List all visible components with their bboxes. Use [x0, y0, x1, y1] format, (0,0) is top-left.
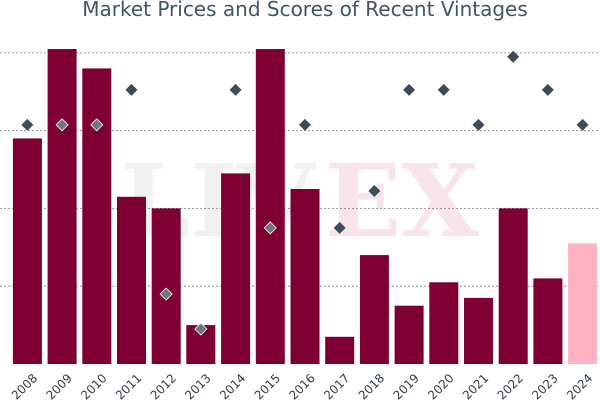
watermark-text-left: LIV: [120, 142, 316, 260]
bar-2014: [221, 173, 251, 364]
x-tick-label: 2008: [9, 371, 40, 402]
score-marker-2023: [541, 83, 554, 96]
x-tick-label: 2023: [529, 371, 560, 402]
score-marker-2019: [403, 83, 416, 96]
score-marker-2009: [55, 118, 69, 132]
score-marker-2008: [21, 118, 34, 131]
score-marker-2011: [125, 83, 138, 96]
x-tick-label: 2011: [113, 371, 144, 402]
x-tick-label: 2016: [286, 371, 317, 402]
score-marker-2015: [263, 221, 277, 235]
bar-2024: [568, 243, 598, 364]
x-tick-label: 2018: [356, 371, 387, 402]
score-marker-2018: [368, 184, 381, 197]
bar-2023: [533, 278, 563, 364]
score-marker-2016: [298, 118, 311, 131]
bar-2016: [290, 189, 320, 364]
bar-2009: [47, 49, 77, 364]
score-marker-2022: [507, 50, 520, 63]
x-tick-label: 2009: [43, 371, 74, 402]
bar-2021: [464, 297, 493, 364]
x-tick-label: 2019: [390, 371, 421, 402]
chart-title: Market Prices and Scores of Recent Vinta…: [82, 0, 528, 21]
bar-2022: [498, 208, 528, 364]
x-tick-label: 2017: [321, 371, 352, 402]
bar-2018: [359, 255, 389, 364]
score-marker-2020: [437, 83, 450, 96]
x-tick-label: 2012: [148, 371, 179, 402]
bar-2015: [255, 49, 285, 364]
bar-2010: [82, 68, 112, 365]
x-tick-labels: 2008 2009 2010 2011 2012 2013 2014 2015 2016 2017…: [9, 371, 596, 402]
score-markers: [21, 50, 589, 336]
x-tick-label: 2013: [182, 371, 213, 402]
x-tick-label: 2021: [460, 371, 491, 402]
bar-2011: [117, 196, 146, 364]
bar-2020: [429, 282, 459, 364]
bar-2017: [325, 336, 355, 364]
score-marker-2014: [229, 83, 242, 96]
score-marker-2012: [159, 287, 173, 301]
x-tick-label: 2024: [564, 371, 595, 402]
score-marker-2017: [333, 221, 346, 234]
score-marker-2021: [472, 118, 485, 131]
score-marker-2013: [194, 322, 208, 336]
score-marker-2024: [576, 118, 589, 131]
x-tick-label: 2022: [495, 371, 526, 402]
watermark-text-right: EX: [325, 142, 479, 260]
bar-2012: [151, 208, 181, 364]
bar-2008: [12, 138, 42, 364]
score-marker-2010: [90, 118, 104, 132]
x-tick-label: 2015: [252, 371, 283, 402]
x-tick-label: 2010: [78, 371, 109, 402]
bar-2019: [394, 305, 424, 364]
bars: [12, 49, 598, 365]
x-tick-label: 2020: [425, 371, 456, 402]
x-tick-label: 2014: [217, 371, 248, 402]
